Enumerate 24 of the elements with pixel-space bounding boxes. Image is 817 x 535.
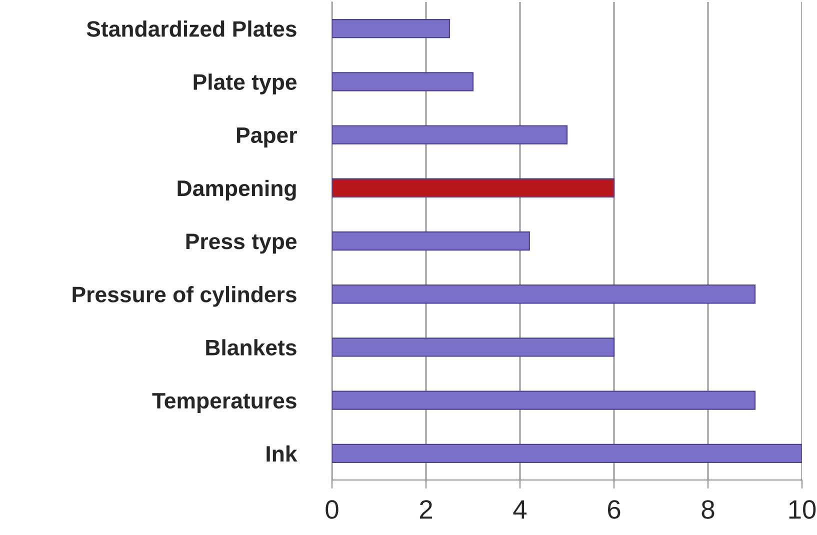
- bar: [332, 338, 615, 357]
- bar: [332, 444, 802, 464]
- x-tick-label: 4: [513, 500, 527, 519]
- y-tick-label: Paper: [237, 128, 297, 148]
- y-tick-label: Blankets: [206, 339, 296, 356]
- y-tick-label: Dampening: [178, 180, 296, 201]
- x-tick-label: 0: [326, 500, 338, 519]
- y-tick-label: Temperatures: [152, 393, 296, 413]
- x-tick-label: 2: [420, 500, 432, 519]
- x-tick-label: 8: [702, 500, 714, 519]
- bar: [332, 390, 756, 410]
- bar: [332, 231, 530, 251]
- bar: [332, 125, 568, 144]
- y-tick-label: Ink: [266, 445, 298, 462]
- y-tick-label: Pressure of cylinders: [72, 286, 296, 307]
- bar: [332, 284, 756, 304]
- bar: [332, 72, 474, 92]
- bar: [332, 178, 615, 198]
- y-tick-label: Press type: [186, 234, 297, 254]
- x-tick-label: 10: [789, 500, 816, 519]
- bar: [332, 18, 450, 38]
- y-tick-label: Standardized Plates: [86, 20, 296, 37]
- y-tick-label: Plate type: [194, 74, 297, 94]
- x-tick-label: 6: [608, 500, 620, 519]
